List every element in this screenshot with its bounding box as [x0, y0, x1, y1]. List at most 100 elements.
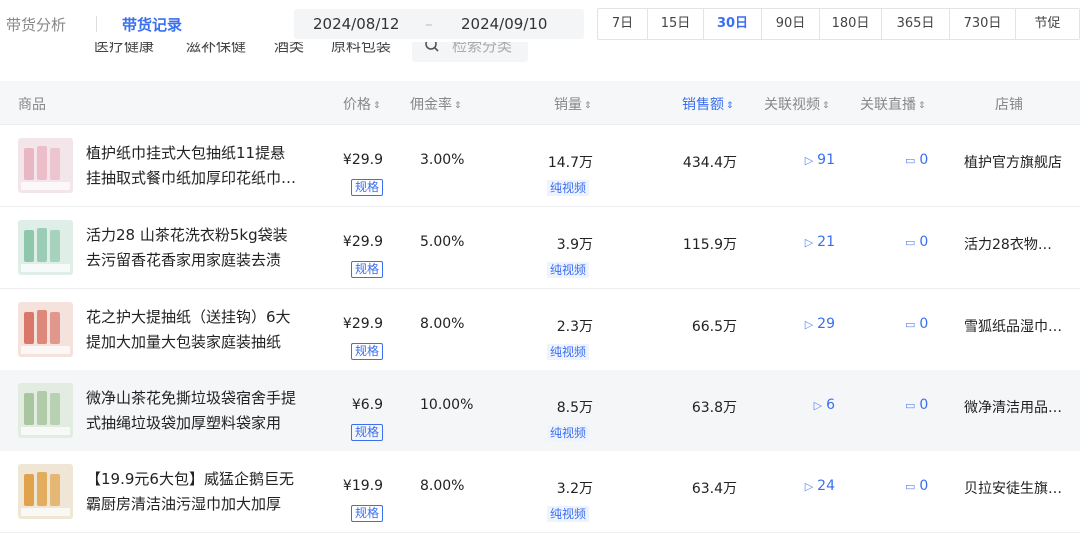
column-label: 关联直播: [860, 97, 916, 113]
play-icon: ▷: [804, 154, 814, 167]
date-end[interactable]: 2024/09/10: [461, 15, 548, 33]
product-title[interactable]: 【19.9元6大包】威猛企鹅巨无霸厨房清洁油污湿巾加大加厚: [86, 470, 294, 513]
video-type-badge: 纯视频: [546, 262, 589, 278]
column-header-price[interactable]: 价格 ⇕: [343, 94, 381, 114]
camera-icon: ▭: [905, 318, 916, 331]
column-label: 销量: [554, 97, 582, 113]
sales-amount: 434.4万: [682, 155, 737, 171]
commission-rate: 8.00%: [420, 316, 465, 332]
period-option[interactable]: 90日: [762, 9, 820, 39]
product-thumbnail[interactable]: [18, 302, 73, 357]
sort-icon[interactable]: ⇕: [454, 101, 462, 111]
sales-volume: 14.7万: [547, 155, 593, 171]
top-bar: 带货分析 带货记录 2024/08/12 – 2024/09/10 7日 15日…: [0, 0, 1080, 48]
period-option[interactable]: 15日: [648, 9, 704, 39]
column-label: 销售额: [682, 97, 724, 113]
play-icon: ▷: [804, 236, 814, 249]
period-option[interactable]: 节促: [1034, 16, 1061, 31]
table-row[interactable]: 微净山茶花免撕垃圾袋宿舍手提式抽绳垃圾袋加厚塑料袋家用 ¥6.9 规格 10.00% 8…: [0, 370, 1080, 452]
category-search[interactable]: 检索分类: [412, 42, 528, 62]
date-start[interactable]: 2024/08/12: [313, 15, 400, 33]
related-videos-link[interactable]: ▷ 21: [805, 234, 835, 250]
video-type-badge: 纯视频: [546, 506, 589, 522]
sales-amount: 66.5万: [691, 319, 737, 335]
sales-volume: 8.5万: [556, 400, 593, 416]
column-label: 关联视频: [764, 97, 820, 113]
product-thumbnail[interactable]: [18, 220, 73, 275]
sort-icon[interactable]: ⇕: [918, 101, 926, 111]
period-option[interactable]: 730日: [950, 9, 1016, 39]
related-videos-link[interactable]: ▷ 24: [805, 478, 835, 494]
related-lives-link[interactable]: ▭ 0: [905, 152, 928, 168]
product-thumbnail[interactable]: [18, 138, 73, 193]
category-item[interactable]: 原料包装: [331, 42, 392, 55]
table-row[interactable]: 活力28 山茶花洗衣粉5kg袋装去污留香花香家用家庭装去渍 ¥29.9 规格 5.00…: [0, 207, 1080, 289]
related-videos-link[interactable]: ▷ 91: [805, 152, 835, 168]
related-lives-link[interactable]: ▭ 0: [905, 316, 928, 332]
date-range-picker[interactable]: 2024/08/12 – 2024/09/10: [294, 9, 584, 39]
related-lives-count: 0: [919, 478, 929, 494]
tab-analysis[interactable]: 带货分析: [6, 16, 67, 34]
category-item[interactable]: 医疗健康: [94, 42, 155, 55]
spec-button[interactable]: 规格: [350, 179, 383, 196]
spec-button[interactable]: 规格: [350, 343, 383, 360]
column-header-amount[interactable]: 销售额 ⇕: [682, 94, 734, 114]
sort-icon[interactable]: ⇕: [822, 101, 830, 111]
table-row[interactable]: 【19.9元6大包】威猛企鹅巨无霸厨房清洁油污湿巾加大加厚 ¥19.9 规格 8.00…: [0, 451, 1080, 533]
related-videos-link[interactable]: ▷ 6: [814, 397, 835, 413]
shop-name[interactable]: 雪狐纸品湿巾旗舰店: [964, 319, 1064, 335]
related-videos-count: 6: [826, 397, 835, 413]
commission-rate: 5.00%: [420, 234, 465, 250]
shop-name[interactable]: 活力28衣物洗护旗舰店: [964, 237, 1064, 253]
category-item[interactable]: 酒类: [274, 42, 305, 55]
product-price: ¥29.9: [342, 152, 383, 168]
table-row[interactable]: 植护纸巾挂式大包抽纸11提悬挂抽取式餐巾纸加厚印花纸巾家用 ¥29.9 规格 3.00…: [0, 125, 1080, 207]
category-item[interactable]: 滋补保健: [186, 42, 247, 55]
video-type-badge: 纯视频: [546, 344, 589, 360]
period-selector: 7日 15日 30日 90日 180日 365日 730日 节促: [597, 8, 1080, 40]
period-option-active[interactable]: 30日: [704, 9, 762, 39]
tab-divider: [96, 16, 97, 32]
column-header-shop: 店铺: [995, 97, 1023, 113]
period-option[interactable]: 7日: [598, 9, 648, 39]
tab-records[interactable]: 带货记录: [122, 16, 183, 34]
shop-name[interactable]: 植护官方旗舰店: [964, 155, 1062, 171]
category-search-placeholder: 检索分类: [452, 42, 513, 55]
shop-name[interactable]: 贝拉安徒生旗舰店: [964, 481, 1064, 497]
related-videos-count: 21: [817, 234, 835, 250]
product-title[interactable]: 花之护大提抽纸（送挂钩）6大提加大加量大包装家庭装抽纸: [86, 308, 291, 351]
play-icon: ▷: [813, 399, 823, 412]
related-lives-count: 0: [919, 234, 929, 250]
related-videos-link[interactable]: ▷ 29: [805, 316, 835, 332]
column-header-lives[interactable]: 关联直播 ⇕: [860, 94, 926, 114]
sales-amount: 63.8万: [691, 400, 737, 416]
period-option[interactable]: 180日: [820, 9, 882, 39]
sales-volume: 2.3万: [556, 319, 593, 335]
column-header-sales[interactable]: 销量 ⇕: [554, 94, 592, 114]
product-thumbnail[interactable]: [18, 383, 73, 438]
shop-name[interactable]: 微净清洁用品旗舰店: [964, 400, 1064, 416]
spec-button[interactable]: 规格: [350, 261, 383, 278]
product-price: ¥19.9: [342, 478, 383, 494]
product-title[interactable]: 植护纸巾挂式大包抽纸11提悬挂抽取式餐巾纸加厚印花纸巾家用: [86, 144, 297, 187]
sort-icon[interactable]: ⇕: [584, 101, 592, 111]
table-row[interactable]: 花之护大提抽纸（送挂钩）6大提加大加量大包装家庭装抽纸 ¥29.9 规格 8.00% 2…: [0, 289, 1080, 371]
related-lives-link[interactable]: ▭ 0: [905, 234, 928, 250]
product-thumbnail[interactable]: [18, 464, 73, 519]
product-title[interactable]: 活力28 山茶花洗衣粉5kg袋装去污留香花香家用家庭装去渍: [86, 226, 288, 269]
column-header-commission[interactable]: 佣金率 ⇕: [410, 94, 462, 114]
related-lives-count: 0: [919, 316, 929, 332]
table-header: 商品 价格 ⇕ 佣金率 ⇕ 销量 ⇕ 销售额 ⇕ 关联视频 ⇕ 关联直播 ⇕ 店铺: [0, 81, 1080, 125]
period-option[interactable]: 365日: [882, 9, 950, 39]
camera-icon: ▭: [905, 236, 916, 249]
related-lives-link[interactable]: ▭ 0: [905, 478, 928, 494]
play-icon: ▷: [804, 480, 814, 493]
related-lives-link[interactable]: ▭ 0: [905, 397, 928, 413]
column-header-videos[interactable]: 关联视频 ⇕: [764, 94, 830, 114]
spec-button[interactable]: 规格: [350, 505, 383, 522]
product-title[interactable]: 微净山茶花免撕垃圾袋宿舍手提式抽绳垃圾袋加厚塑料袋家用: [86, 389, 297, 432]
sort-icon[interactable]: ⇕: [373, 101, 381, 111]
sort-icon[interactable]: ⇕: [726, 101, 734, 111]
video-type-badge: 纯视频: [546, 425, 589, 441]
spec-button[interactable]: 规格: [350, 424, 383, 441]
